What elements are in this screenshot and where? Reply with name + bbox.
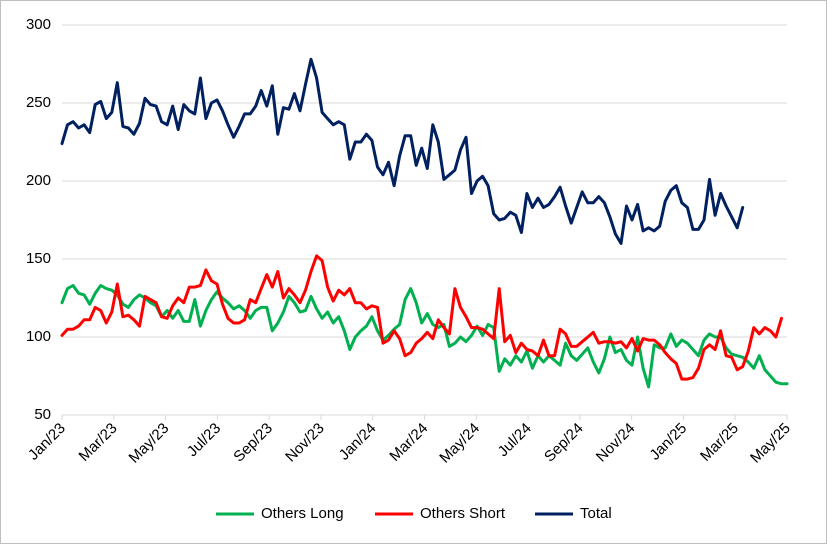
x-tick-label: Nov/24 bbox=[593, 420, 639, 466]
x-tick-label: May/25 bbox=[747, 420, 794, 467]
x-tick-label: Nov/23 bbox=[282, 420, 328, 466]
legend-label-others-short: Others Short bbox=[420, 505, 506, 522]
x-tick-label: Sep/24 bbox=[541, 420, 587, 466]
series-line-others-long bbox=[60, 284, 789, 389]
x-tick-label: Jan/25 bbox=[646, 420, 690, 464]
x-axis-ticks: Jan/23 Mar/23 May/23 Jul/23 Sep/23 Nov/23 Jan/… bbox=[25, 415, 794, 467]
series-lines bbox=[60, 57, 789, 389]
x-tick-label: May/23 bbox=[126, 420, 173, 467]
legend: Others Long Others Short Total bbox=[216, 505, 612, 522]
y-tick-label: 100 bbox=[26, 328, 51, 345]
gridlines bbox=[62, 24, 787, 338]
legend-label-others-long: Others Long bbox=[261, 505, 344, 522]
x-tick-label: Mar/23 bbox=[76, 420, 121, 465]
x-tick-label: Jan/23 bbox=[25, 420, 69, 464]
x-tick-label: Jan/24 bbox=[336, 420, 380, 464]
x-tick-label: Sep/23 bbox=[230, 420, 276, 466]
y-tick-label: 200 bbox=[26, 172, 51, 189]
y-tick-label: 300 bbox=[26, 16, 51, 33]
y-tick-label: 50 bbox=[34, 406, 51, 423]
x-tick-label: Jul/23 bbox=[184, 420, 224, 460]
series-line-total bbox=[60, 57, 745, 245]
x-tick-label: Jul/24 bbox=[495, 420, 535, 460]
x-tick-label: May/24 bbox=[436, 420, 483, 467]
series-line-others-short bbox=[60, 254, 783, 381]
y-tick-label: 150 bbox=[26, 250, 51, 267]
x-tick-label: Mar/25 bbox=[697, 420, 742, 465]
y-axis-ticks: 50 100 150 200 250 300 bbox=[26, 16, 51, 423]
y-tick-label: 250 bbox=[26, 94, 51, 111]
legend-label-total: Total bbox=[580, 505, 612, 522]
x-tick-label: Mar/24 bbox=[386, 420, 431, 465]
